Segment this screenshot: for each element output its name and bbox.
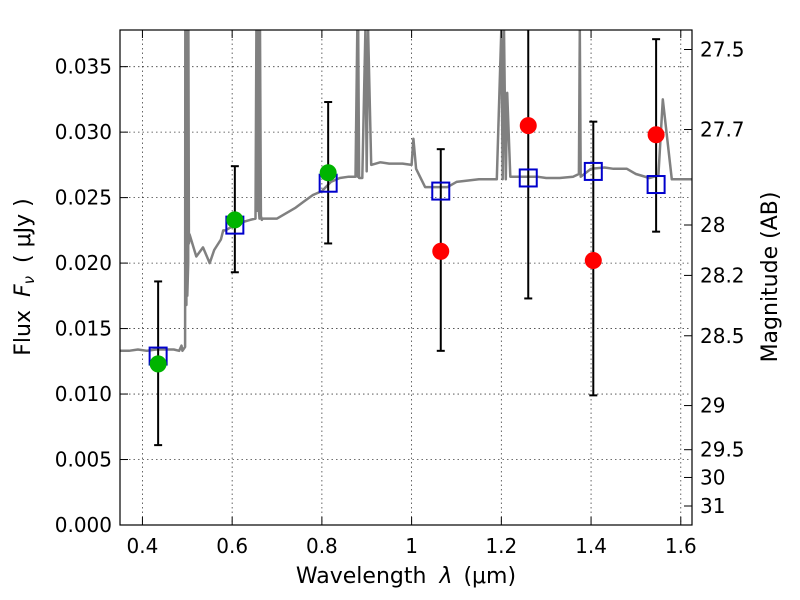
mag-tick-label: 28.2 <box>700 263 745 287</box>
mag-tick-label: 27.5 <box>700 38 745 62</box>
mag-tick-label: 28 <box>700 213 725 237</box>
model-square-marker <box>646 175 666 195</box>
y-axis-ticks: 0.000 0.005 0.010 0.015 0.020 0.025 0.030 0.035 <box>55 55 128 537</box>
x-tick-label: 1.4 <box>575 534 607 558</box>
y-tick-label: 0.035 <box>55 55 112 79</box>
y-tick-label: 0.005 <box>55 448 112 472</box>
y-axis-label: Flux Fν ( μJy ) <box>11 198 40 355</box>
y-tick-label: 0.015 <box>55 317 112 341</box>
y-tick-label: 0.025 <box>55 186 112 210</box>
magnitude-axis-ticks: 27.5 27.7 28 28.2 28.5 29 29.5 30 31 <box>684 38 745 518</box>
model-square-marker <box>583 161 603 181</box>
x-tick-label: 1.6 <box>665 534 697 558</box>
x-tick-label: 0.8 <box>306 534 338 558</box>
x-tick-label: 0.6 <box>216 534 248 558</box>
spectrum-line <box>120 30 692 353</box>
mag-tick-label: 29.5 <box>700 438 745 462</box>
detection-point <box>319 164 337 182</box>
nondetection-point <box>519 117 537 135</box>
y-tick-label: 0.030 <box>55 120 112 144</box>
mag-tick-label: 30 <box>700 465 725 489</box>
x-tick-label: 1 <box>405 534 418 558</box>
model-square-marker <box>518 168 538 188</box>
mag-tick-label: 31 <box>700 494 725 518</box>
model-square-marker <box>431 181 451 201</box>
x-axis-ticks: 0.4 0.6 0.8 1 1.2 1.4 1.6 <box>127 30 697 558</box>
y-tick-label: 0.010 <box>55 382 112 406</box>
x-axis-label: Wavelength λ (μm) <box>296 564 516 589</box>
right-axis-label: Magnitude (AB) <box>758 192 783 363</box>
nondetection-point <box>647 126 665 144</box>
y-tick-label: 0.000 <box>55 513 112 537</box>
plot-frame <box>119 29 693 526</box>
mag-tick-label: 28.5 <box>700 324 745 348</box>
nondetection-point <box>432 242 450 260</box>
mag-tick-label: 27.7 <box>700 118 745 142</box>
x-tick-label: 0.4 <box>127 534 159 558</box>
detection-point <box>149 355 167 373</box>
x-tick-label: 1.2 <box>485 534 517 558</box>
detection-point <box>226 211 244 229</box>
grid-lines <box>120 30 692 526</box>
mag-tick-label: 29 <box>700 394 725 418</box>
observed-flux-points <box>149 117 665 373</box>
nondetection-point <box>584 251 602 269</box>
y-tick-label: 0.020 <box>55 251 112 275</box>
